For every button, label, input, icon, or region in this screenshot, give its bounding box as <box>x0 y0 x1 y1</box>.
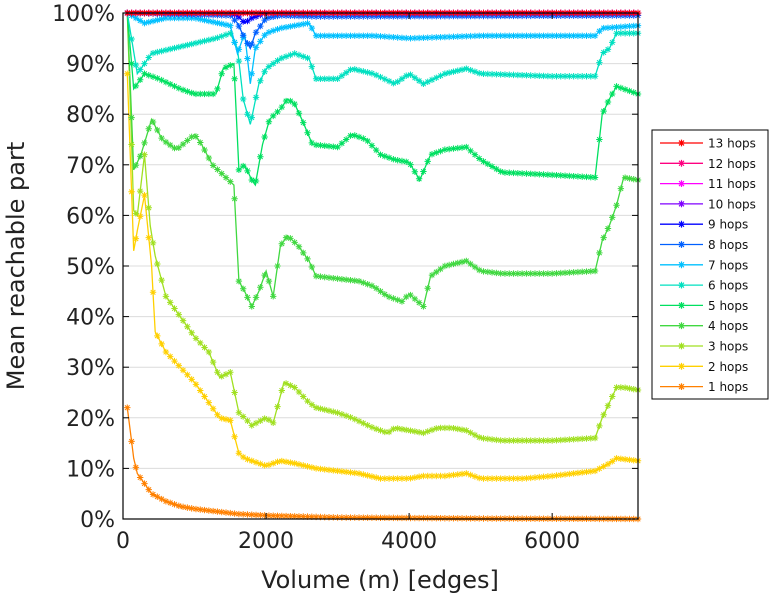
legend-label: 7 hops <box>708 258 748 272</box>
legend-swatch-marker <box>678 362 685 370</box>
legend: 13 hops 12 hops 11 hops 10 hops 9 hops 8 hops… <box>651 129 769 400</box>
legend-entry-4-hops: 4 hops <box>660 319 748 333</box>
y-tick-label: 40% <box>66 306 115 331</box>
legend-label: 6 hops <box>708 279 748 293</box>
legend-label: 12 hops <box>708 157 756 171</box>
legend-swatch-marker <box>678 302 685 309</box>
series-line-4-hops <box>126 12 639 309</box>
x-axis-ticks: 0 2000 4000 6000 <box>116 13 580 554</box>
legend-swatch-marker <box>678 383 685 390</box>
legend-entry-10-hops: 10 hops <box>660 197 756 211</box>
x-tick-label: 4000 <box>381 529 437 554</box>
legend-label: 10 hops <box>708 197 756 211</box>
legend-swatch-marker <box>678 180 685 187</box>
y-axis-ticks: 0% 10% 20% 30% 40% 50% 60% 70% 80% 90% 100% <box>52 2 638 533</box>
legend-swatch-marker <box>678 342 685 350</box>
horizontal-gridlines <box>123 63 638 469</box>
legend-entry-13-hops: 13 hops <box>660 137 756 151</box>
legend-label: 3 hops <box>708 340 748 354</box>
legend-entry-2-hops: 2 hops <box>660 360 748 374</box>
legend-swatch-marker <box>678 261 685 269</box>
legend-swatch-marker <box>678 322 685 330</box>
series-markers-4-hops <box>124 9 642 310</box>
y-tick-label: 50% <box>66 255 115 280</box>
legend-entry-9-hops: 9 hops <box>660 218 748 232</box>
x-tick-label: 2000 <box>238 529 294 554</box>
legend-entry-8-hops: 8 hops <box>660 238 748 252</box>
y-tick-label: 30% <box>66 356 115 381</box>
legend-label: 11 hops <box>708 177 756 191</box>
series-line-7-hops <box>126 12 639 84</box>
legend-label: 8 hops <box>708 238 748 252</box>
x-tick-label: 0 <box>116 529 130 554</box>
legend-entry-6-hops: 6 hops <box>660 279 748 293</box>
legend-swatch-marker <box>678 281 685 289</box>
y-tick-label: 20% <box>66 407 115 432</box>
series-line-1-hops <box>126 407 638 520</box>
legend-entry-7-hops: 7 hops <box>660 258 748 272</box>
series-markers-1-hops <box>124 404 642 523</box>
legend-entry-12-hops: 12 hops <box>660 157 756 171</box>
series-line-6-hops <box>126 12 638 125</box>
y-tick-label: 60% <box>66 204 115 229</box>
legend-swatch-marker <box>678 200 685 208</box>
y-tick-label: 10% <box>66 457 115 482</box>
legend-swatch-marker <box>678 139 685 147</box>
legend-entry-3-hops: 3 hops <box>660 340 748 354</box>
y-tick-label: 100% <box>52 2 115 27</box>
legend-label: 2 hops <box>708 360 748 374</box>
y-axis-title: Mean reachable part <box>2 142 30 390</box>
y-tick-label: 80% <box>66 103 115 128</box>
legend-swatch-marker <box>678 241 685 248</box>
y-tick-label: 70% <box>66 154 115 179</box>
legend-swatch-marker <box>678 220 685 228</box>
y-tick-label: 90% <box>66 53 115 78</box>
x-tick-label: 6000 <box>524 529 580 554</box>
legend-label: 13 hops <box>708 137 756 151</box>
series-markers-2-hops <box>124 70 642 482</box>
legend-entry-5-hops: 5 hops <box>660 299 748 313</box>
legend-label: 5 hops <box>708 299 748 313</box>
series-markers-6-hops <box>124 9 642 121</box>
legend-label: 1 hops <box>708 380 748 394</box>
y-tick-label: 0% <box>80 508 115 533</box>
legend-label: 4 hops <box>708 319 748 333</box>
x-axis-title: Volume (m) [edges] <box>261 566 499 594</box>
legend-entry-11-hops: 11 hops <box>660 177 756 191</box>
legend-entry-1-hops: 1 hops <box>660 380 748 394</box>
legend-swatch-marker <box>678 159 685 167</box>
legend-label: 9 hops <box>708 218 748 232</box>
